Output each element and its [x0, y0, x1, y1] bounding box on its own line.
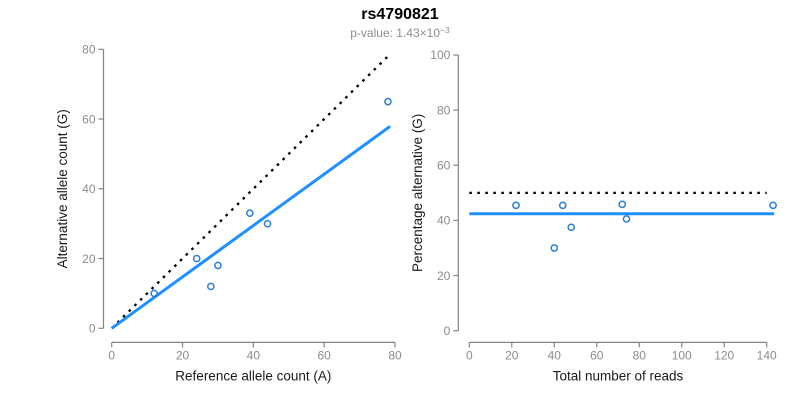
data-point — [207, 282, 215, 291]
x-tick-label: 120 — [714, 348, 734, 362]
data-point — [567, 223, 576, 232]
data-point — [384, 97, 392, 106]
observed-ratio-line — [110, 125, 391, 330]
x-tick-label: 0 — [466, 348, 473, 362]
data-point — [192, 254, 201, 263]
y-tick-label: 0 — [89, 322, 96, 336]
data-point — [550, 244, 559, 252]
y-tick-label: 100 — [430, 48, 450, 62]
y-tick-label: 80 — [82, 43, 96, 57]
y-axis-title: Alternative allele count (G) — [55, 109, 70, 268]
data-point — [245, 209, 254, 218]
x-tick-label: 80 — [633, 348, 647, 362]
y-tick-label: 60 — [437, 158, 451, 172]
y-tick-label: 0 — [444, 324, 451, 338]
data-point — [263, 219, 272, 228]
x-tick-label: 20 — [505, 348, 519, 362]
y-tick-label: 40 — [437, 214, 451, 228]
x-tick-label: 100 — [672, 348, 692, 362]
data-point — [558, 201, 567, 210]
y-tick-label: 20 — [82, 252, 96, 266]
x-axis-title: Reference allele count (A) — [175, 368, 331, 383]
allele-counts-panel: 0 20 40 60 80 0 20 40 60 80 Reference allele count… — [55, 43, 402, 384]
identity-line — [110, 55, 389, 330]
y-tick-label: 40 — [82, 182, 96, 196]
y-tick-label: 60 — [82, 112, 96, 126]
x-tick-label: 20 — [176, 348, 190, 362]
x-tick-label: 40 — [548, 348, 562, 362]
x-tick-label: 60 — [317, 348, 331, 362]
x-tick-label: 80 — [388, 348, 402, 362]
percentage-alternative-panel: 0 20 40 60 80 100 0 20 40 60 80 100 120 140 Total numb… — [410, 48, 777, 383]
x-tick-label: 40 — [247, 348, 261, 362]
x-tick-label: 60 — [590, 348, 604, 362]
y-axis-title: Percentage alternative (G) — [410, 114, 425, 272]
data-point — [622, 215, 631, 223]
data-point — [214, 261, 222, 270]
y-tick-label: 80 — [437, 103, 451, 117]
x-tick-label: 140 — [757, 348, 777, 362]
data-point — [769, 201, 777, 210]
data-point — [150, 289, 159, 298]
x-axis-title: Total number of reads — [553, 368, 684, 383]
data-point — [512, 201, 520, 210]
y-tick-label: 20 — [437, 269, 451, 283]
data-point — [618, 200, 627, 209]
x-tick-label: 0 — [108, 348, 115, 362]
